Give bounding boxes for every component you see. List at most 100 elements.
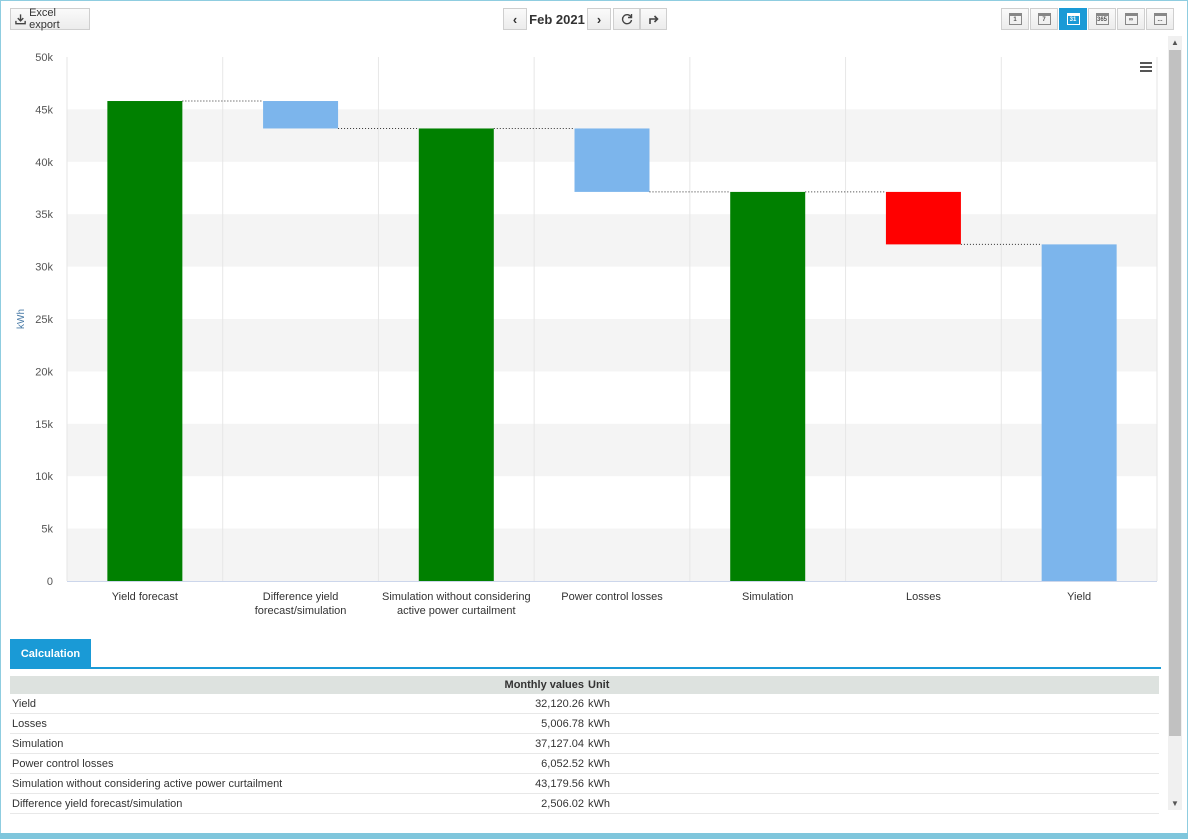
- waterfall-bar: [1041, 244, 1117, 582]
- refresh-icon: [621, 14, 632, 25]
- cell-value: 5,006.78: [472, 713, 586, 734]
- cell-unit: kWh: [586, 773, 620, 794]
- header-spacer: [620, 676, 1159, 694]
- table-row: Losses 5,006.78 kWh: [10, 713, 1159, 734]
- scroll-up-arrow-icon[interactable]: ▲: [1171, 37, 1179, 47]
- plot-band: [67, 214, 1157, 267]
- chevron-left-icon: ‹: [512, 11, 518, 27]
- waterfall-chart: 0 5k 10k 15k 20k 25k 30k 35k 40k 45k 50k kWh Yield f…: [16, 52, 1158, 617]
- excel-export-button[interactable]: Excel export: [10, 7, 90, 31]
- refresh-button[interactable]: [613, 8, 640, 30]
- x-tick-label: Difference yield: [263, 591, 339, 603]
- table-row: Difference yield forecast/simulation 2,50…: [10, 793, 1159, 814]
- table-row: Simulation 37,127.04 kWh: [10, 733, 1159, 754]
- table-header-row: Monthly values Unit: [10, 676, 1159, 694]
- y-tick-label: 45k: [35, 104, 53, 116]
- cell-spacer: [620, 793, 1159, 814]
- cell-name: Losses: [10, 713, 472, 734]
- calendar-total-icon: ∞: [1124, 13, 1138, 25]
- calendar-day-icon: 1: [1008, 13, 1022, 25]
- header-monthly-values: Monthly values: [472, 676, 586, 694]
- view-button-2[interactable]: 31: [1059, 8, 1087, 30]
- view-button-4[interactable]: ∞: [1117, 8, 1145, 30]
- cell-value: 6,052.52: [472, 753, 586, 774]
- table-row: Simulation without considering active po…: [10, 773, 1159, 794]
- table-row: Power control losses 6,052.52 kWh: [10, 753, 1159, 774]
- cell-unit: kWh: [586, 694, 620, 714]
- y-axis-label: kWh: [16, 309, 27, 329]
- scroll-down-arrow-icon[interactable]: ▼: [1171, 798, 1179, 808]
- y-tick-label: 0: [47, 576, 53, 588]
- excel-export-label: Excel export: [29, 7, 60, 31]
- x-tick-label: Yield: [1067, 591, 1091, 603]
- cell-unit: kWh: [586, 733, 620, 754]
- calendar-week-icon: 7: [1037, 13, 1051, 25]
- y-tick-label: 40k: [35, 157, 53, 169]
- cell-name: Yield: [10, 694, 472, 714]
- waterfall-bar: [418, 128, 494, 581]
- waterfall-bar: [574, 128, 650, 192]
- view-button-1[interactable]: 7: [1030, 8, 1058, 30]
- waterfall-bar: [730, 191, 806, 581]
- chevron-right-icon: ›: [596, 11, 602, 27]
- cell-unit: kWh: [586, 793, 620, 814]
- cell-name: Simulation: [10, 733, 472, 754]
- y-tick-label: 35k: [35, 209, 53, 221]
- download-icon: [15, 13, 26, 24]
- x-tick-label: Simulation: [742, 591, 793, 603]
- y-tick-label: 25k: [35, 314, 53, 326]
- frame-bottom-border: [0, 833, 1188, 839]
- waterfall-bar: [107, 101, 183, 582]
- view-button-3[interactable]: 365: [1088, 8, 1116, 30]
- cell-value: 2,506.02: [472, 793, 586, 814]
- x-tick-label: Power control losses: [561, 591, 663, 603]
- x-tick-label: Simulation without considering: [382, 591, 531, 603]
- x-tick-label-line2: forecast/simulation: [255, 605, 347, 617]
- share-button[interactable]: [640, 8, 667, 30]
- tab-underline: [10, 667, 1161, 669]
- chart-menu-icon[interactable]: [1140, 62, 1152, 72]
- view-button-0[interactable]: 1: [1001, 8, 1029, 30]
- cell-spacer: [620, 733, 1159, 754]
- x-tick-label: Losses: [906, 591, 941, 603]
- forward-arrow-icon: [648, 15, 659, 24]
- header-name: [10, 676, 472, 694]
- scrollbar-thumb[interactable]: [1169, 50, 1181, 736]
- calendar-year-icon: 365: [1095, 13, 1109, 25]
- cell-name: Power control losses: [10, 753, 472, 774]
- y-tick-label: 50k: [35, 52, 53, 64]
- y-tick-label: 20k: [35, 366, 53, 378]
- cell-unit: kWh: [586, 713, 620, 734]
- period-label: Feb 2021: [529, 11, 585, 27]
- cell-name: Difference yield forecast/simulation: [10, 793, 472, 814]
- previous-period-button[interactable]: ‹: [503, 8, 527, 30]
- calendar-month-icon: 31: [1066, 13, 1080, 25]
- x-tick-label-line2: active power curtailment: [397, 605, 516, 617]
- calendar-custom-icon: ...: [1153, 13, 1167, 25]
- view-button-5[interactable]: ...: [1146, 8, 1174, 30]
- cell-name: Simulation without considering active po…: [10, 773, 472, 794]
- y-tick-label: 5k: [41, 524, 53, 536]
- plot-band: [67, 319, 1157, 372]
- cell-value: 32,120.26: [472, 694, 586, 714]
- header-unit: Unit: [586, 676, 620, 694]
- y-tick-label: 10k: [35, 471, 53, 483]
- cell-spacer: [620, 753, 1159, 774]
- table-row: Yield 32,120.26 kWh: [10, 694, 1159, 714]
- plot-band: [67, 423, 1157, 477]
- y-tick-label: 15k: [35, 419, 53, 431]
- cell-value: 43,179.56: [472, 773, 586, 794]
- calculation-table: Monthly values Unit Yield 32,120.26 kWh Los…: [10, 676, 1159, 814]
- y-tick-label: 30k: [35, 262, 53, 274]
- waterfall-bar: [885, 191, 961, 245]
- x-tick-label: Yield forecast: [112, 591, 178, 603]
- plot-band: [67, 528, 1157, 581]
- cell-spacer: [620, 773, 1159, 794]
- cell-unit: kWh: [586, 753, 620, 774]
- cell-spacer: [620, 694, 1159, 714]
- cell-spacer: [620, 713, 1159, 734]
- tab-calculation[interactable]: Calculation: [10, 639, 91, 668]
- next-period-button[interactable]: ›: [587, 8, 611, 30]
- cell-value: 37,127.04: [472, 733, 586, 754]
- waterfall-bar: [263, 101, 339, 129]
